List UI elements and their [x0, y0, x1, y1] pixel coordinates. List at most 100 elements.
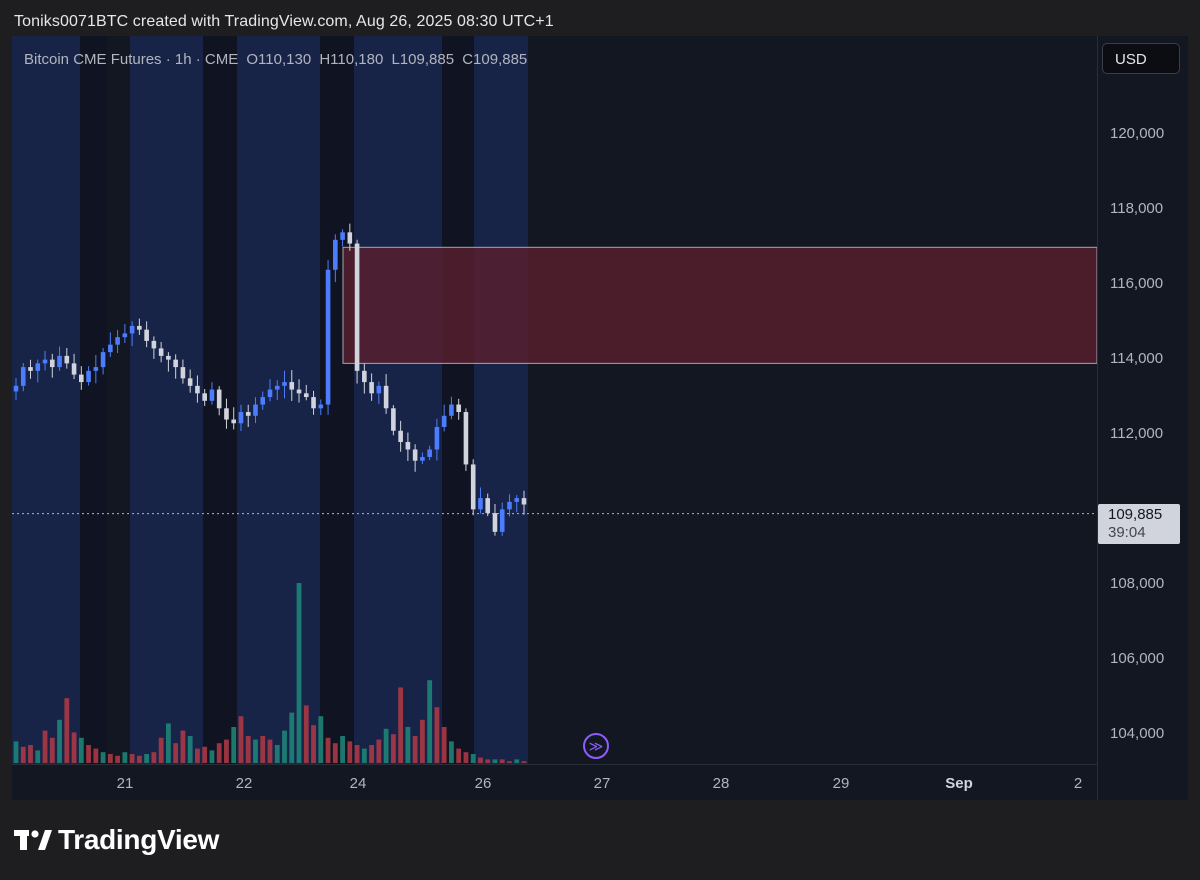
candle-body: [478, 498, 483, 510]
tradingview-logo-icon: [14, 830, 52, 850]
candle-body: [398, 430, 403, 442]
candle-body: [71, 363, 77, 375]
volume-bar: [492, 759, 498, 763]
volume-bar: [158, 737, 164, 763]
volume-bar: [340, 736, 345, 763]
chart-header: Toniks0071BTC created with TradingView.c…: [14, 13, 554, 30]
candle-body: [420, 456, 425, 461]
chart-pane[interactable]: [12, 36, 1097, 800]
candle-body: [224, 408, 229, 420]
price-scale[interactable]: [1097, 36, 1188, 800]
candle-body: [456, 404, 461, 413]
volume-bar: [347, 741, 353, 763]
candle-body: [49, 359, 55, 368]
scroll-to-realtime-icon[interactable]: ≫: [583, 733, 609, 759]
candle-body: [144, 329, 149, 341]
candle-body: [391, 408, 396, 431]
candle-body: [93, 367, 99, 371]
volume-bar: [245, 736, 251, 763]
candle-body: [485, 498, 491, 514]
candle-body: [137, 325, 142, 330]
candle-body: [28, 367, 33, 371]
volume-bar: [224, 739, 229, 763]
volume-bar: [86, 745, 91, 763]
candlestick-chart[interactable]: [12, 36, 1097, 800]
volume-bar: [427, 680, 433, 763]
volume-bar: [57, 719, 62, 763]
candle-body: [253, 404, 258, 416]
volume-bar: [122, 752, 128, 763]
volume-bar: [449, 741, 454, 763]
candle-body: [347, 232, 353, 244]
candle-body: [362, 370, 367, 383]
candle-body: [108, 344, 113, 353]
last-price-value: 109,885: [1108, 506, 1163, 523]
candle-body: [180, 367, 186, 379]
session-band: [354, 36, 442, 764]
volume-bar: [216, 743, 222, 763]
volume-bar: [485, 759, 491, 763]
time-axis-divider: [12, 764, 1097, 765]
ohlc-low: L109,885: [391, 51, 455, 68]
session-band: [130, 36, 203, 764]
candle-body: [115, 337, 120, 345]
volume-bar: [187, 736, 193, 763]
volume-bar: [274, 745, 280, 763]
x-tick-label: 26: [474, 775, 492, 792]
candle-body: [383, 385, 389, 409]
volume-bar: [521, 761, 527, 763]
candle-body: [13, 385, 19, 392]
y-tick-label: 120,000: [1110, 125, 1165, 142]
candle-body: [202, 393, 207, 401]
symbol-name[interactable]: Bitcoin CME Futures · 1h · CME: [24, 51, 239, 68]
candle-body: [129, 325, 135, 334]
volume-bar: [420, 719, 425, 763]
x-tick-label: 22: [235, 775, 253, 792]
y-tick-label: 118,000: [1110, 200, 1164, 217]
volume-bar: [456, 748, 462, 763]
candle-body: [42, 359, 48, 364]
ohlc-close: C109,885: [462, 51, 528, 68]
candle-body: [325, 269, 331, 405]
candle-body: [209, 389, 215, 401]
volume-bar: [107, 754, 113, 763]
volume-bar: [28, 745, 33, 763]
candle-body: [376, 385, 382, 394]
volume-bar: [129, 754, 135, 763]
candle-body: [122, 333, 128, 338]
candle-body: [427, 449, 432, 457]
volume-bar: [390, 734, 396, 763]
candle-body: [303, 393, 309, 398]
x-tick-label: 24: [349, 775, 367, 792]
volume-bar: [202, 746, 208, 763]
candle-body: [449, 404, 454, 416]
last-price-label: 109,885 39:04: [1098, 504, 1180, 544]
candle-body: [507, 501, 512, 510]
volume-bar: [507, 761, 512, 763]
x-tick-label: 28: [712, 775, 730, 792]
volume-bar: [180, 730, 186, 763]
volume-bar: [478, 757, 483, 763]
volume-bar: [35, 750, 41, 763]
currency-button[interactable]: USD: [1102, 43, 1180, 74]
candle-body: [289, 382, 295, 390]
candle-body: [20, 367, 26, 386]
volume-bar: [144, 754, 150, 763]
candle-body: [434, 427, 440, 450]
volume-bar: [267, 739, 273, 763]
volume-bar: [238, 716, 244, 763]
volume-bar: [361, 748, 367, 763]
volume-bar: [354, 745, 360, 763]
y-tick-label: 108,000: [1110, 575, 1165, 592]
candle-body: [57, 355, 62, 368]
candle-body: [166, 355, 171, 360]
x-tick-label: 27: [593, 775, 611, 792]
volume-bar: [173, 743, 179, 763]
candle-body: [64, 355, 70, 364]
candle-body: [79, 374, 84, 383]
candle-body: [311, 397, 316, 409]
volume-bar: [115, 755, 120, 763]
tradingview-logo[interactable]: TradingView: [14, 822, 219, 858]
session-gap: [442, 36, 474, 764]
volume-bar: [289, 712, 295, 763]
